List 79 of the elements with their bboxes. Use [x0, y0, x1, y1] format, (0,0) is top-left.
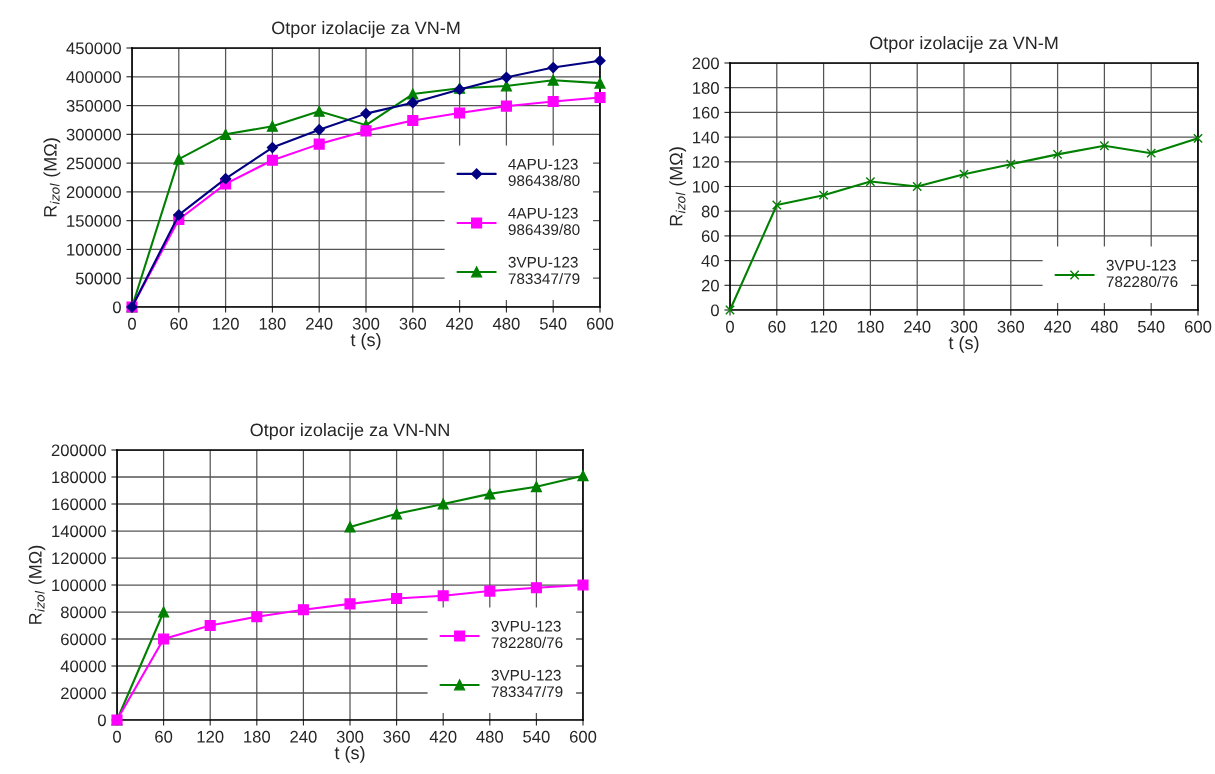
y-tick-label: 200 [692, 57, 719, 70]
x-tick-label: 360 [399, 317, 427, 330]
x-axis-title: t (s) [350, 332, 381, 350]
legend-label: 3VPU-123 782280/76 [1106, 259, 1178, 288]
x-tick-label: 600 [586, 317, 614, 330]
x-tick-label: 360 [997, 320, 1025, 333]
x-tick-label: 0 [726, 320, 734, 333]
chart-title: Otpor izolacije za VN-M [870, 36, 1058, 53]
y-tick-label: 20000 [61, 687, 106, 700]
x-tick-label: 300 [950, 320, 978, 333]
x-tick-label: 240 [904, 320, 931, 333]
x-tick-label: 180 [244, 730, 271, 743]
y-tick-label: 150000 [67, 215, 121, 227]
x-tick-label: 480 [492, 317, 520, 330]
x-tick-label: 180 [857, 320, 884, 333]
x-axis-title: t (s) [948, 335, 979, 353]
legend-label: 4APU-123 986438/80 [508, 158, 580, 187]
x-tick-label: 300 [352, 317, 380, 330]
x-tick-label: 480 [476, 730, 504, 743]
y-tick-label: 200000 [51, 444, 106, 457]
y-tick-label: 120000 [52, 552, 106, 565]
y-tick-label: 140000 [52, 525, 106, 538]
x-tick-label: 180 [259, 317, 286, 330]
y-tick-label: 160 [693, 106, 719, 119]
x-tick-label: 420 [1044, 320, 1071, 333]
y-tick-label: 60 [701, 230, 719, 243]
y-tick-label: 100000 [67, 243, 121, 256]
y-tick-label: 120 [693, 156, 719, 168]
y-tick-label: 350000 [66, 99, 121, 112]
x-tick-label: 360 [383, 730, 410, 743]
y-tick-label: 80 [701, 205, 719, 218]
x-tick-label: 600 [569, 730, 597, 743]
y-axis-title: R$_{izol}$ (MΩ) [669, 147, 687, 226]
y-tick-label: 60000 [61, 633, 106, 646]
y-tick-label: 20 [701, 279, 719, 292]
chart-title: Otpor izolacije za VN-M [272, 21, 460, 38]
x-tick-label: 120 [810, 320, 837, 333]
x-tick-label: 540 [539, 317, 567, 330]
y-tick-label: 450000 [66, 42, 121, 55]
y-tick-label: 100 [693, 180, 719, 193]
x-tick-label: 60 [155, 730, 173, 743]
y-tick-label: 50000 [75, 272, 121, 285]
y-axis-title: R$_{izol}$ (MΩ) [28, 545, 46, 624]
chart-title: Otpor izolacije za VN-NN [250, 423, 449, 440]
y-tick-label: 80000 [60, 606, 106, 619]
y-tick-label: 0 [710, 304, 719, 317]
legend-label: 3VPU-123 783347/79 [508, 256, 580, 285]
x-tick-label: 480 [1090, 320, 1118, 333]
y-tick-label: 250000 [66, 157, 121, 170]
x-axis-title: t (s) [334, 745, 365, 763]
y-tick-label: 300000 [66, 128, 121, 141]
y-tick-label: 0 [97, 714, 106, 727]
x-tick-label: 240 [306, 317, 333, 330]
x-tick-label: 60 [170, 317, 188, 330]
x-tick-label: 60 [768, 320, 786, 333]
legend-label: 3VPU-123 783347/79 [491, 669, 563, 698]
y-tick-label: 100000 [52, 579, 106, 592]
y-axis-title: R$_{izol}$ (MΩ) [43, 138, 61, 217]
x-tick-label: 240 [290, 730, 317, 743]
legend-label: 4APU-123 986439/80 [508, 207, 580, 236]
y-tick-label: 40 [701, 255, 719, 267]
y-tick-label: 140 [693, 131, 719, 144]
x-tick-label: 0 [128, 317, 136, 330]
x-tick-label: 120 [197, 730, 224, 743]
y-tick-label: 40000 [60, 660, 106, 673]
x-tick-label: 540 [1137, 320, 1165, 333]
x-tick-label: 420 [446, 317, 473, 330]
y-tick-label: 0 [112, 301, 121, 314]
y-tick-label: 180 [693, 82, 719, 94]
y-tick-label: 160000 [52, 498, 106, 511]
legend-label: 3VPU-123 782280/76 [491, 620, 563, 649]
y-tick-label: 200000 [66, 186, 121, 199]
x-tick-label: 120 [212, 317, 239, 330]
y-tick-label: 400000 [66, 71, 121, 83]
x-tick-label: 420 [429, 730, 457, 743]
x-tick-label: 300 [336, 730, 364, 743]
x-tick-label: 540 [523, 730, 550, 743]
x-tick-label: 600 [1184, 320, 1212, 333]
y-tick-label: 180000 [52, 471, 106, 484]
